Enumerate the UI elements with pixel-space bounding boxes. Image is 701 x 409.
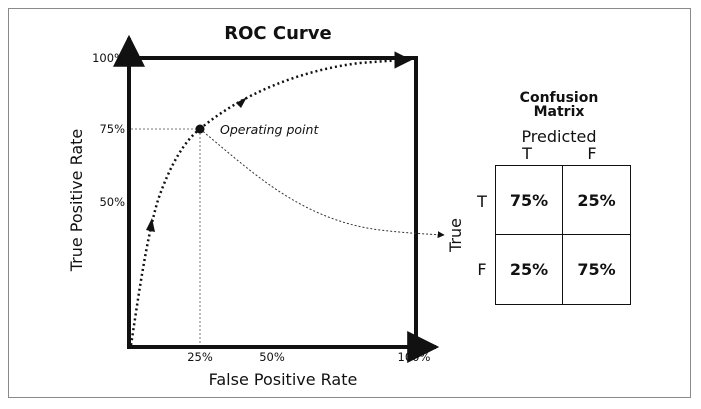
true-label: True	[446, 218, 465, 252]
curve-direction-arrow-2	[236, 97, 247, 108]
plot-frame	[127, 56, 418, 349]
roc-curve-lower	[129, 127, 201, 346]
confusion-matrix-title: Confusion Matrix	[500, 91, 618, 119]
cell-true-positive: 75%	[496, 166, 563, 235]
operating-point	[195, 124, 205, 134]
row-label-t: T	[477, 192, 487, 211]
cell-true-negative: 75%	[577, 260, 616, 279]
x-tick-50: 50%	[259, 350, 285, 364]
predicted-label: Predicted	[521, 127, 597, 146]
x-tick-100: 100%	[398, 350, 431, 364]
cell-false-positive: 25%	[496, 235, 563, 304]
curve-direction-arrow-1	[146, 218, 155, 232]
roc-curve-upper	[199, 51, 412, 130]
y-tick-50: 50%	[99, 195, 125, 209]
figure-frame	[8, 8, 691, 398]
confusion-matrix-title-line2: Matrix	[533, 104, 585, 120]
op-to-matrix-connector	[199, 128, 445, 239]
chart-title: ROC Curve	[224, 23, 331, 44]
y-tick-75: 75%	[99, 122, 125, 136]
confusion-matrix-title-line1: Confusion	[519, 90, 599, 106]
operating-point-label: Operating point	[220, 122, 319, 137]
confusion-matrix-grid: 75% 25% 25% 75%	[495, 165, 631, 305]
x-axis-label: False Positive Rate	[209, 370, 358, 389]
y-tick-100: 100%	[92, 51, 125, 65]
cell-false-negative: 25%	[563, 166, 630, 235]
x-tick-25: 25%	[187, 350, 213, 364]
y-axis-label: True Positive Rate	[67, 129, 86, 273]
col-label-t: T	[522, 144, 532, 163]
row-label-f: F	[477, 260, 487, 279]
col-label-f: F	[587, 144, 597, 163]
